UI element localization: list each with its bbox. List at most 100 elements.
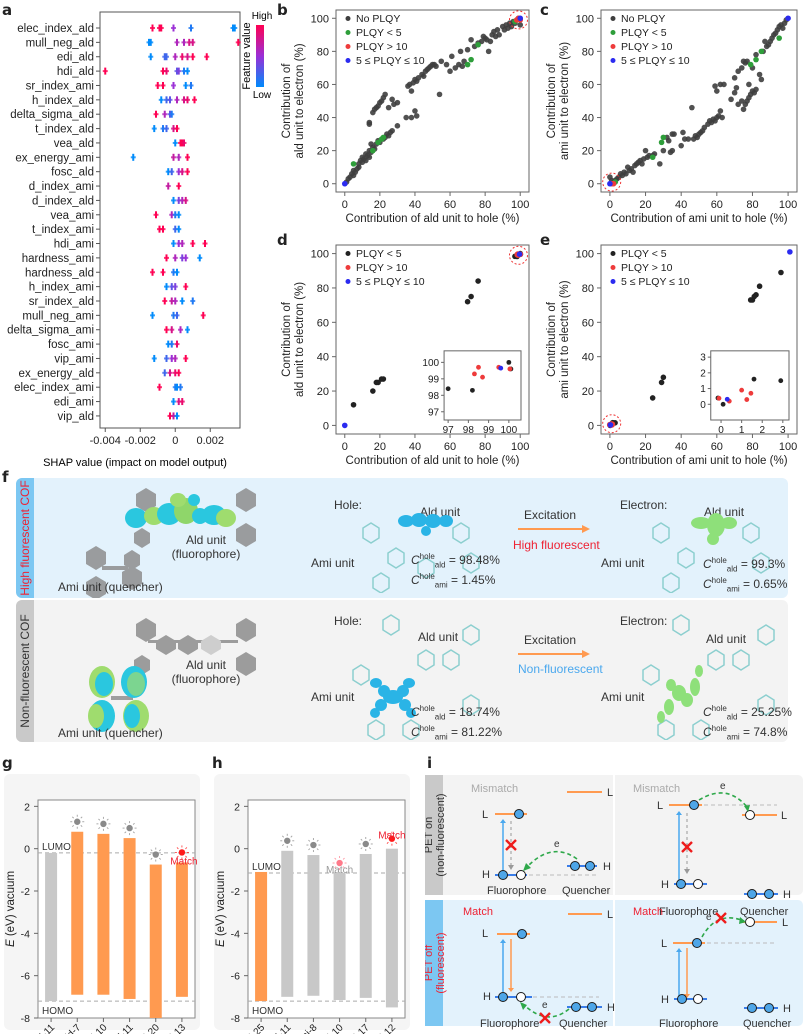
data-point-no [731,75,738,81]
shap-point-spread [185,170,190,173]
y-tick-label: 100 [311,13,329,25]
y-axis-label-line: Contribution of [281,301,293,377]
y-axis-label-line: Contribution of [546,301,558,377]
level-label-h: H [661,994,669,1006]
sun-core [336,859,343,867]
shap-point-spread [176,185,182,188]
shap-point-spread [172,256,178,259]
shap-point-spread [178,386,183,389]
inset-point-gt10 [716,395,722,401]
excitation-label: Excitation [524,633,577,647]
electron-ami-label: Ami unit [601,556,645,570]
electron-transfer-head [739,917,746,924]
glow-indicator-icon [280,833,295,848]
lumo-label: LUMO [252,862,281,873]
electron-c-ami: Choleami = 74.8% [703,724,788,742]
data-point-no [382,91,388,98]
ald-unit-label: Ald unit (fluorophore) [171,658,241,686]
inset-y-tick-label: 99 [428,374,440,385]
energy-level-chart-h: 20-2-4-6-8E (eV) vacuumLUMOHOMOAld-25Ami… [215,799,406,1034]
shap-point-spread [176,371,182,374]
hole-dot [516,870,526,880]
data-point-no [719,114,725,121]
shap-point-spread [151,357,157,360]
hole-title: Hole: [334,498,363,512]
data-point-lt5 [375,379,381,386]
legend-marker-no [610,16,616,21]
electron-density-molecule-high [652,513,770,593]
sun-ray [98,827,101,830]
data-point-no [436,91,443,98]
mismatch-tag: Mismatch [633,783,680,795]
data-point-no [508,23,515,30]
glow-indicator-icon [174,845,189,860]
panel-label-d: d [277,231,288,249]
y-tick-label: 20 [317,146,329,158]
level-label-l: L [607,909,613,921]
legend-label: 5 ≤ PLQY ≤ 10 [621,55,690,67]
legend-marker-mid [345,58,351,63]
y-tick-label: 100 [311,249,329,261]
sun-ray [308,839,311,842]
level-label-h: H [603,861,611,873]
electron-dot [676,879,686,889]
data-point-no [728,96,734,103]
sun-ray [368,847,372,850]
data-point-lt5 [350,401,357,408]
y-tick-label: 40 [317,113,329,125]
shap-point-spread [162,113,168,116]
sun-ray [158,849,162,852]
data-point-no [753,51,759,58]
x-tick-label: Ald-13 [160,1022,189,1034]
x-tick-label: 80 [479,441,491,453]
inset-point-mid [498,365,504,371]
energy-bar [333,873,346,1001]
panel-f-non-fluorescent-row: Non-fluorescent COF Ald unit (fluorophore… [16,600,792,742]
shap-point-spread [181,141,187,144]
excitation-arrow-head [500,819,506,823]
x-tick-label: Ald-20 [134,1022,163,1034]
shap-point-spread [169,170,175,173]
shap-point-spread [160,271,166,274]
data-point-no [461,58,467,65]
shap-point-spread [174,127,180,130]
data-point-no [630,169,636,175]
electron-dot [517,929,527,939]
legend-marker-mid [610,279,616,284]
inset-point-lt5 [720,401,726,407]
data-point-no [389,96,395,103]
data-point-no [394,123,401,129]
level-label-l: L [661,938,667,950]
shap-point-spread [202,242,208,245]
scatter-plot-b: 0 20 40 60 80 100 0 20 40 60 80 100 Contribution of … [281,9,530,225]
inset-point-gt10 [748,390,754,396]
x-tick-label: 40 [675,441,687,453]
quencher-label: Quencher [562,885,611,897]
data-point-no [701,124,708,131]
hole-ami-label: Ami unit [311,690,355,704]
sun-ray [360,838,363,841]
x-tick-label: 20 [374,441,386,453]
energy-bar [45,852,58,1002]
x-tick-label: Ald-11 [108,1022,136,1034]
shap-point-spread [190,299,196,302]
shap-point-spread [197,256,203,259]
x-tick-label: Ami-8 [293,1022,320,1034]
shap-point-spread [164,285,169,288]
panel-label-g: g [2,754,13,772]
sun-ray [368,838,372,841]
shap-point-spread [165,185,171,188]
shap-point-spread [148,55,154,58]
shap-point-spread [172,285,178,288]
shap-point-spread [160,228,166,231]
glow-indicator-icon [148,847,163,862]
data-point-no [735,101,741,108]
shap-point-spread [167,414,173,417]
data-point-lt5 [649,395,656,401]
feature-label: ex_energy_ami [15,152,94,164]
hole-dot [745,810,755,820]
shap-point-spread [183,285,189,288]
hole-dot [693,879,703,889]
x-tick-label: 0 [342,199,348,211]
hole-ami-label: Ami unit [311,556,355,570]
